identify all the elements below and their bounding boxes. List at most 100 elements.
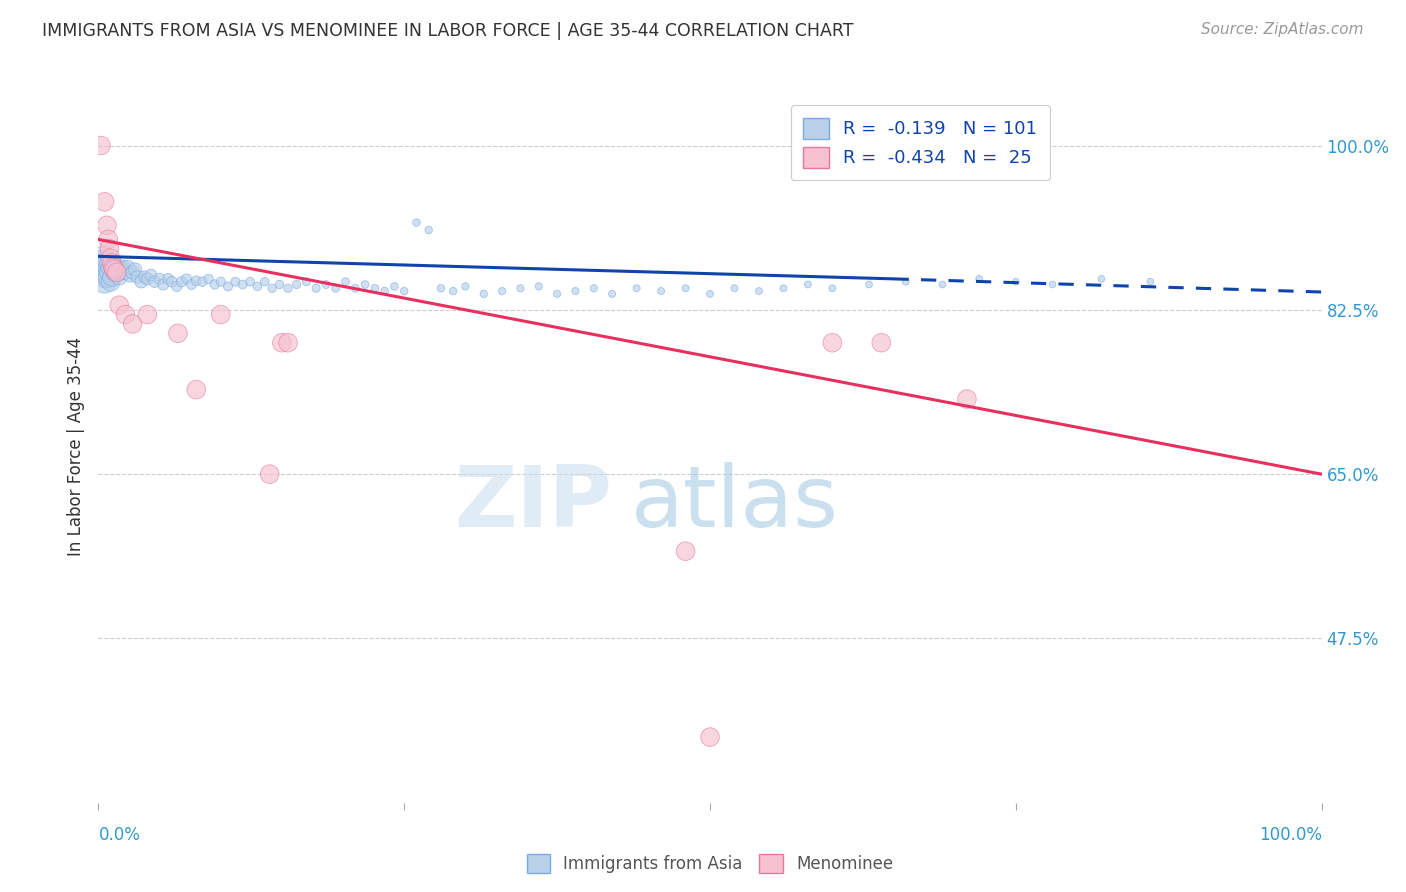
Point (491, 284, 513, 298)
Point (430, 281, 453, 295)
Point (97, 270, 120, 285)
Point (1004, 275, 1026, 289)
Point (748, 284, 770, 298)
Point (821, 281, 844, 295)
Point (546, 286, 568, 301)
Point (93, 275, 115, 289)
Point (103, 265, 125, 279)
Point (167, 326, 190, 341)
Point (270, 335, 294, 350)
Point (246, 279, 269, 293)
Point (509, 281, 531, 295)
Point (191, 275, 214, 289)
Point (967, 272, 990, 286)
Point (98, 256, 121, 270)
Point (699, 730, 721, 744)
Point (134, 270, 156, 285)
Point (600, 286, 623, 301)
Point (127, 270, 149, 285)
Point (117, 260, 139, 275)
Point (209, 275, 232, 289)
Point (675, 544, 697, 558)
Point (364, 281, 387, 295)
Point (114, 265, 136, 279)
Point (121, 265, 143, 279)
Point (121, 317, 143, 331)
Point (472, 286, 495, 301)
Text: atlas: atlas (630, 461, 838, 545)
Point (253, 275, 276, 289)
Point (91, 256, 114, 270)
Point (176, 272, 198, 286)
Point (262, 281, 284, 295)
Point (374, 284, 396, 298)
Point (325, 281, 347, 295)
Point (103, 262, 125, 277)
Point (160, 275, 183, 289)
Text: 100.0%: 100.0% (1258, 826, 1322, 844)
Point (143, 275, 166, 289)
Point (305, 281, 328, 295)
Point (209, 308, 232, 322)
Point (650, 284, 672, 298)
Point (105, 265, 128, 279)
Point (239, 275, 262, 289)
Point (335, 275, 357, 289)
Point (354, 277, 377, 292)
Point (772, 281, 794, 295)
Point (821, 335, 844, 350)
Point (94, 260, 117, 275)
Point (111, 260, 134, 275)
Point (699, 286, 721, 301)
Point (100, 275, 122, 289)
Point (564, 284, 586, 298)
Point (104, 260, 127, 275)
Point (277, 335, 299, 350)
Point (93, 194, 115, 209)
Point (93, 265, 115, 279)
Legend: Immigrants from Asia, Menominee: Immigrants from Asia, Menominee (520, 847, 900, 880)
Point (107, 260, 129, 275)
Text: IMMIGRANTS FROM ASIA VS MENOMINEE IN LABOR FORCE | AGE 35-44 CORRELATION CHART: IMMIGRANTS FROM ASIA VS MENOMINEE IN LAB… (42, 22, 853, 40)
Point (186, 274, 208, 288)
Point (217, 279, 239, 293)
Point (170, 275, 193, 289)
Point (101, 256, 124, 270)
Point (111, 265, 134, 279)
Point (166, 279, 188, 293)
Point (114, 308, 136, 322)
Point (91, 251, 114, 265)
Point (441, 284, 464, 298)
Point (285, 277, 308, 292)
Point (858, 277, 880, 292)
Y-axis label: In Labor Force | Age 35-44: In Labor Force | Age 35-44 (66, 336, 84, 556)
Point (931, 277, 953, 292)
Point (454, 279, 477, 293)
Point (129, 275, 152, 289)
Point (157, 272, 180, 286)
Text: ZIP: ZIP (454, 461, 612, 545)
Point (94, 270, 117, 285)
Point (405, 215, 427, 229)
Point (180, 277, 202, 292)
Text: 0.0%: 0.0% (98, 826, 141, 844)
Point (186, 383, 208, 397)
Point (232, 277, 254, 292)
Point (1139, 275, 1161, 289)
Point (295, 275, 318, 289)
Point (100, 260, 122, 275)
Point (315, 277, 337, 292)
Point (108, 270, 131, 285)
Point (100, 251, 122, 265)
Point (108, 298, 131, 312)
Point (97, 260, 120, 275)
Point (101, 260, 124, 275)
Point (101, 270, 124, 285)
Point (90, 260, 112, 275)
Point (152, 277, 174, 292)
Point (392, 284, 416, 298)
Point (110, 262, 132, 277)
Point (136, 272, 159, 286)
Point (139, 268, 162, 282)
Point (797, 277, 820, 292)
